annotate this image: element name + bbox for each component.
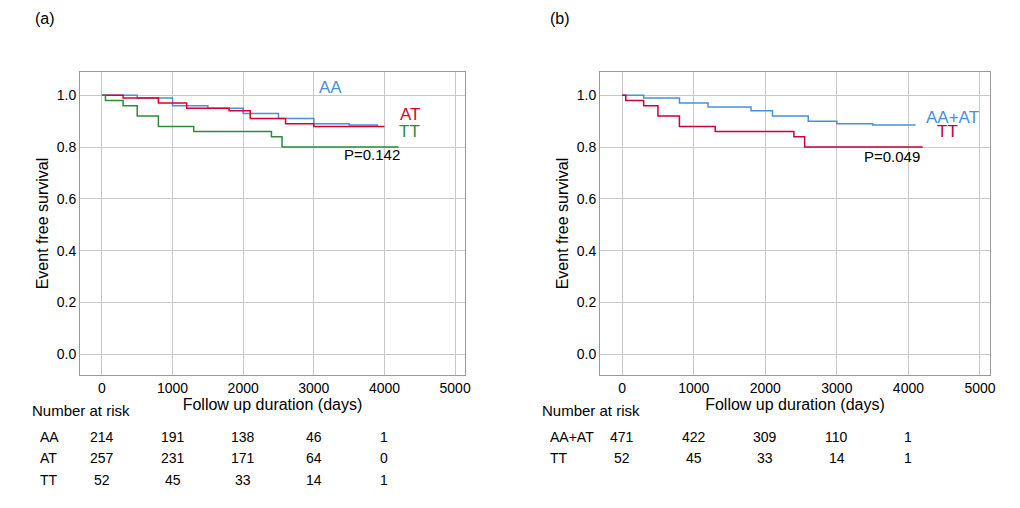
svg-text:1.0: 1.0	[577, 87, 597, 103]
svg-text:52: 52	[94, 472, 110, 488]
svg-text:52: 52	[614, 450, 630, 466]
svg-text:3000: 3000	[821, 380, 852, 396]
svg-text:231: 231	[161, 450, 185, 466]
svg-text:138: 138	[231, 429, 255, 445]
svg-text:14: 14	[829, 450, 845, 466]
svg-text:AA: AA	[40, 429, 59, 445]
svg-text:0.6: 0.6	[577, 191, 597, 207]
svg-text:AT: AT	[40, 450, 57, 466]
svg-text:0.4: 0.4	[577, 243, 597, 259]
svg-text:0: 0	[618, 380, 626, 396]
svg-text:Number at risk: Number at risk	[542, 402, 640, 419]
svg-text:2000: 2000	[750, 380, 781, 396]
svg-text:14: 14	[306, 472, 322, 488]
svg-text:0.8: 0.8	[57, 139, 77, 155]
svg-text:257: 257	[90, 450, 114, 466]
svg-text:0.2: 0.2	[57, 294, 77, 310]
svg-text:AA+AT: AA+AT	[550, 429, 594, 445]
svg-text:5000: 5000	[440, 380, 471, 396]
svg-text:33: 33	[235, 472, 251, 488]
svg-text:Follow up duration (days): Follow up duration (days)	[705, 396, 885, 413]
svg-text:0.6: 0.6	[57, 191, 77, 207]
svg-text:5000: 5000	[964, 380, 995, 396]
svg-text:Number at risk: Number at risk	[32, 402, 130, 419]
svg-text:471: 471	[610, 429, 634, 445]
svg-text:46: 46	[306, 429, 322, 445]
svg-text:(a): (a)	[35, 10, 55, 27]
svg-text:191: 191	[161, 429, 185, 445]
svg-text:3000: 3000	[298, 380, 329, 396]
svg-text:AT: AT	[400, 105, 420, 124]
svg-text:1000: 1000	[157, 380, 188, 396]
svg-text:0: 0	[380, 450, 388, 466]
svg-text:Event free survival: Event free survival	[554, 158, 571, 290]
svg-text:45: 45	[165, 472, 181, 488]
svg-text:33: 33	[757, 450, 773, 466]
svg-text:45: 45	[686, 450, 702, 466]
svg-text:TT: TT	[550, 450, 568, 466]
svg-text:Follow up duration (days): Follow up duration (days)	[183, 396, 363, 413]
svg-text:P=0.049: P=0.049	[864, 148, 920, 165]
svg-text:0.2: 0.2	[577, 294, 597, 310]
svg-text:4000: 4000	[893, 380, 924, 396]
svg-text:0.4: 0.4	[57, 243, 77, 259]
svg-text:0.8: 0.8	[577, 139, 597, 155]
svg-text:Event free survival: Event free survival	[34, 158, 51, 290]
svg-text:214: 214	[90, 429, 114, 445]
svg-text:(b): (b)	[550, 10, 570, 27]
svg-text:422: 422	[682, 429, 706, 445]
svg-text:309: 309	[753, 429, 777, 445]
svg-text:1000: 1000	[678, 380, 709, 396]
svg-text:4000: 4000	[369, 380, 400, 396]
svg-text:1: 1	[904, 450, 912, 466]
svg-text:1.0: 1.0	[57, 87, 77, 103]
svg-text:AA+AT: AA+AT	[926, 108, 979, 127]
svg-text:AA: AA	[319, 78, 342, 97]
svg-text:2000: 2000	[228, 380, 259, 396]
svg-text:0: 0	[98, 380, 106, 396]
svg-text:0.0: 0.0	[577, 346, 597, 362]
svg-text:TT: TT	[40, 472, 58, 488]
svg-text:171: 171	[231, 450, 255, 466]
svg-text:64: 64	[306, 450, 322, 466]
svg-text:1: 1	[380, 472, 388, 488]
svg-text:110: 110	[825, 429, 848, 445]
svg-text:P=0.142: P=0.142	[344, 146, 400, 163]
svg-text:TT: TT	[399, 122, 420, 141]
svg-text:1: 1	[380, 429, 388, 445]
svg-text:TT: TT	[937, 122, 958, 141]
svg-text:1: 1	[904, 429, 912, 445]
svg-text:0.0: 0.0	[57, 346, 77, 362]
